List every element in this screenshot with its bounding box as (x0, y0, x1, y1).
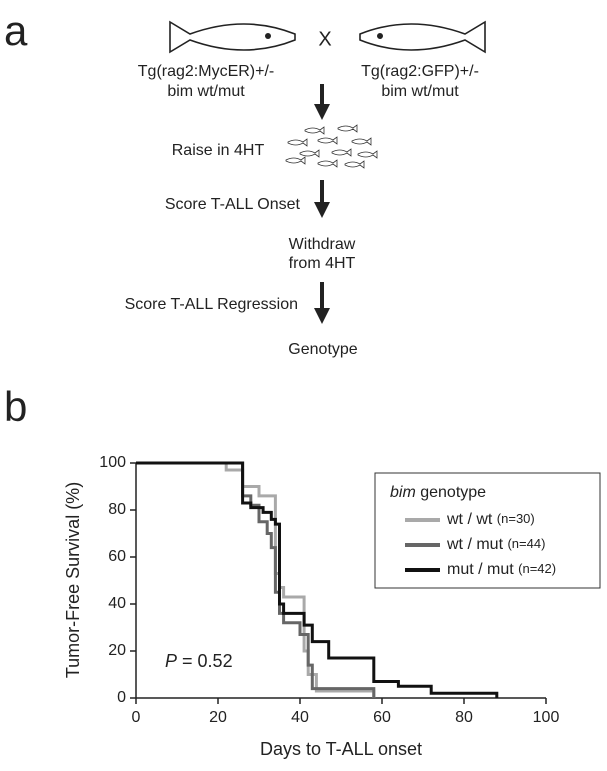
x-tick-label: 100 (533, 709, 560, 726)
survival-curve (136, 461, 499, 698)
parent-label: Tg(rag2:GFP)+/- (361, 63, 479, 80)
legend-entry: wt / mut (n=44) (446, 536, 545, 553)
legend-entry: wt / wt (n=30) (446, 511, 535, 528)
y-tick-label: 100 (99, 454, 126, 471)
annotation: P = 0.52 (165, 651, 233, 671)
x-tick-label: 80 (455, 709, 473, 726)
y-tick-label: 20 (108, 642, 126, 659)
legend-title: bim genotype (390, 484, 486, 501)
y-axis-label: Tumor-Free Survival (%) (63, 482, 83, 678)
legend-title-italic: bim (390, 484, 416, 501)
cross: X (318, 28, 331, 50)
annotation-text: = 0.52 (182, 651, 233, 671)
step-label: Genotype (288, 341, 357, 358)
parent-label: bim wt/mut (381, 83, 459, 100)
step-label: Score T-ALL Regression (125, 296, 298, 313)
fish-eye (265, 33, 271, 39)
y-tick-label: 60 (108, 548, 126, 565)
annotation-italic: P (165, 651, 177, 671)
fish-eye (377, 33, 383, 39)
x-tick-label: 20 (209, 709, 227, 726)
parent-label: Tg(rag2:MycER)+/- (138, 63, 274, 80)
panel-label: b (4, 383, 27, 430)
step-label: Raise in 4HT (172, 142, 265, 159)
legend-name: wt / wt (446, 511, 493, 528)
legend-name: mut / mut (447, 561, 514, 578)
panel-label: a (4, 7, 28, 54)
legend-title-text: genotype (420, 484, 486, 501)
step-label: Withdraw (289, 236, 356, 253)
legend-count: (n=42) (518, 561, 556, 576)
y-tick-label: 80 (108, 501, 126, 518)
parent-label: bim wt/mut (167, 83, 245, 100)
y-tick-label: 40 (108, 595, 126, 612)
step-label: from 4HT (289, 255, 356, 272)
legend-name: wt / mut (446, 536, 504, 553)
x-tick-label: 60 (373, 709, 391, 726)
legend-entry: mut / mut (n=42) (447, 561, 556, 578)
y-tick-label: 0 (117, 689, 126, 706)
step-label: Score T-ALL Onset (165, 196, 301, 213)
x-tick-label: 0 (132, 709, 141, 726)
legend-count: (n=30) (497, 511, 535, 526)
fish-left (169, 21, 296, 53)
fish-group (285, 124, 378, 169)
x-tick-label: 40 (291, 709, 309, 726)
legend-count: (n=44) (507, 536, 545, 551)
x-axis-label: Days to T-ALL onset (260, 739, 422, 759)
